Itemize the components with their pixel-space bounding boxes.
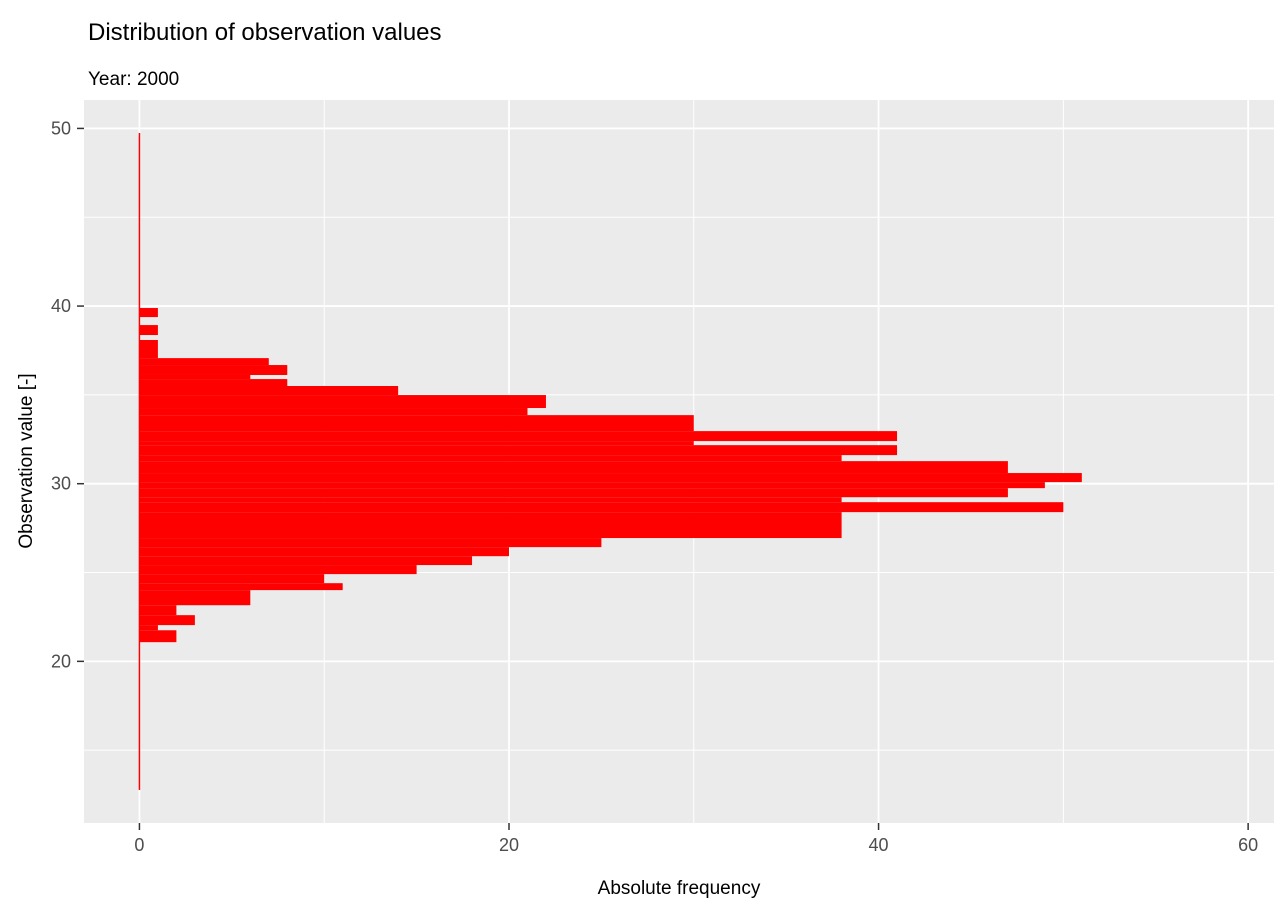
histogram-bar (139, 605, 177, 616)
histogram-bar (139, 374, 251, 380)
x-tick-label: 40 (869, 835, 889, 855)
y-tick-label: 30 (51, 474, 71, 494)
x-tick-label: 60 (1238, 835, 1258, 855)
histogram-bar (139, 574, 325, 584)
histogram-bar (139, 415, 694, 432)
histogram-bar (139, 512, 842, 539)
histogram-bar (139, 473, 1082, 483)
histogram-bar (139, 325, 158, 336)
histogram-bar (139, 497, 842, 503)
plot-subtitle: Year: 2000 (88, 69, 179, 90)
histogram-bar (139, 565, 417, 575)
histogram-bar (139, 395, 546, 409)
histogram-bar (139, 358, 269, 366)
y-axis-title: Observation value [-] (16, 373, 37, 548)
histogram-bar (139, 441, 694, 446)
histogram-bar (139, 538, 602, 548)
y-tick-label: 50 (51, 118, 71, 138)
histogram-bar (139, 625, 158, 631)
histogram-bar (139, 615, 195, 626)
histogram-bar (139, 488, 1008, 498)
histogram-bar (139, 630, 177, 643)
histogram-bar (139, 556, 473, 566)
histogram-bar (139, 482, 1045, 489)
histogram-bar (139, 431, 898, 442)
histogram-bar (139, 379, 288, 387)
zero-frequency-line (138, 133, 141, 790)
histogram-bar (139, 547, 509, 557)
y-tick-label: 40 (51, 296, 71, 316)
histogram-bar (139, 583, 343, 591)
histogram-bar (139, 339, 158, 359)
y-tick-label: 20 (51, 651, 71, 671)
x-tick-label: 20 (499, 835, 519, 855)
histogram-bar (139, 386, 399, 396)
histogram-bar (139, 590, 251, 606)
axis-ticks (77, 127, 1249, 830)
histogram-bar (139, 365, 288, 375)
x-tick-label: 0 (134, 835, 144, 855)
histogram-bar (139, 455, 842, 462)
plot-title: Distribution of observation values (88, 19, 442, 46)
axis-tick-labels: 0 20 40 60 20 30 40 50 (51, 118, 1258, 855)
histogram-bar (139, 461, 1008, 474)
x-axis-title: Absolute frequency (598, 878, 761, 899)
histogram-bar (139, 408, 528, 416)
histogram-bar (139, 445, 898, 456)
histogram-bars (138, 133, 1082, 790)
histogram-bar (139, 308, 158, 318)
histogram-bar (139, 502, 1064, 513)
